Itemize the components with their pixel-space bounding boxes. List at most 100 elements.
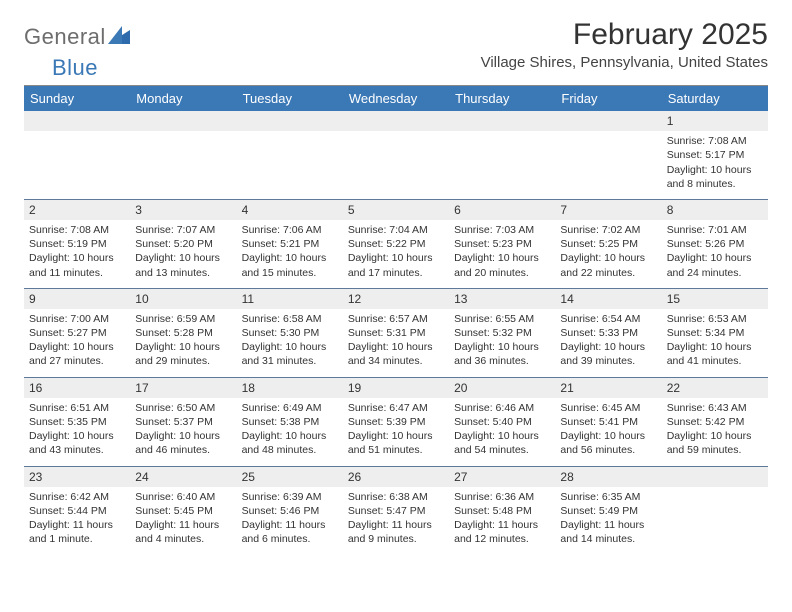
day-info-line: Sunset: 5:41 PM [560,415,656,429]
calendar-day-cell: 23Sunrise: 6:42 AMSunset: 5:44 PMDayligh… [24,466,130,554]
day-info-line: Daylight: 10 hours and 15 minutes. [242,251,338,279]
calendar-day-cell: 6Sunrise: 7:03 AMSunset: 5:23 PMDaylight… [449,199,555,288]
calendar-day-cell [237,111,343,199]
day-info-line: Sunset: 5:38 PM [242,415,338,429]
day-info-line: Sunrise: 6:42 AM [29,490,125,504]
day-number: 16 [24,378,130,398]
calendar-day-cell: 2Sunrise: 7:08 AMSunset: 5:19 PMDaylight… [24,199,130,288]
day-number: 9 [24,289,130,309]
day-info-line: Sunrise: 6:49 AM [242,401,338,415]
calendar-day-cell: 24Sunrise: 6:40 AMSunset: 5:45 PMDayligh… [130,466,236,554]
day-info-line: Sunset: 5:47 PM [348,504,444,518]
logo-mark-icon [108,26,130,49]
day-info-line: Daylight: 10 hours and 11 minutes. [29,251,125,279]
calendar-day-cell: 9Sunrise: 7:00 AMSunset: 5:27 PMDaylight… [24,288,130,377]
day-info-line: Sunset: 5:49 PM [560,504,656,518]
calendar-day-cell: 28Sunrise: 6:35 AMSunset: 5:49 PMDayligh… [555,466,661,554]
day-number: 5 [343,200,449,220]
day-info-line: Daylight: 10 hours and 54 minutes. [454,429,550,457]
day-number: 6 [449,200,555,220]
calendar-day-cell: 19Sunrise: 6:47 AMSunset: 5:39 PMDayligh… [343,377,449,466]
day-info-line: Sunset: 5:28 PM [135,326,231,340]
day-info-line: Sunrise: 6:36 AM [454,490,550,504]
day-number: 22 [662,378,768,398]
weekday-header: Monday [130,86,236,111]
day-info-line: Sunset: 5:35 PM [29,415,125,429]
day-number: 18 [237,378,343,398]
day-info-line: Daylight: 10 hours and 22 minutes. [560,251,656,279]
day-number: 20 [449,378,555,398]
calendar-day-cell: 18Sunrise: 6:49 AMSunset: 5:38 PMDayligh… [237,377,343,466]
calendar-day-cell: 1 Sunrise: 7:08 AMSunset: 5:17 PMDaylight… [662,111,768,199]
day-info-line: Sunrise: 7:08 AM [667,134,763,148]
day-info-line: Daylight: 10 hours and 31 minutes. [242,340,338,368]
day-info-line: Sunrise: 7:04 AM [348,223,444,237]
day-info-line: Sunset: 5:17 PM [667,148,763,162]
day-number: 26 [343,467,449,487]
day-number [130,111,236,131]
day-number: 2 [24,200,130,220]
calendar-day-cell: 26Sunrise: 6:38 AMSunset: 5:47 PMDayligh… [343,466,449,554]
day-info-line: Sunrise: 7:03 AM [454,223,550,237]
day-number: 3 [130,200,236,220]
day-number [24,111,130,131]
day-info-line: Daylight: 10 hours and 13 minutes. [135,251,231,279]
day-info-line: Sunrise: 6:57 AM [348,312,444,326]
day-info-line: Daylight: 11 hours and 14 minutes. [560,518,656,546]
calendar-day-cell: 27Sunrise: 6:36 AMSunset: 5:48 PMDayligh… [449,466,555,554]
day-info-line: Sunrise: 6:39 AM [242,490,338,504]
calendar-day-cell: 17Sunrise: 6:50 AMSunset: 5:37 PMDayligh… [130,377,236,466]
calendar-day-cell: 14Sunrise: 6:54 AMSunset: 5:33 PMDayligh… [555,288,661,377]
day-info-line: Sunset: 5:46 PM [242,504,338,518]
day-info-line: Daylight: 10 hours and 39 minutes. [560,340,656,368]
day-number: 12 [343,289,449,309]
day-info-line: Sunrise: 6:58 AM [242,312,338,326]
weekday-header-row: Sunday Monday Tuesday Wednesday Thursday… [24,86,768,111]
day-info-line: Sunrise: 6:55 AM [454,312,550,326]
month-title: February 2025 [481,18,768,52]
day-info-line: Sunrise: 6:50 AM [135,401,231,415]
day-number: 1 [662,111,768,131]
calendar-day-cell: 7Sunrise: 7:02 AMSunset: 5:25 PMDaylight… [555,199,661,288]
day-info-line: Sunrise: 7:01 AM [667,223,763,237]
day-number: 23 [24,467,130,487]
day-info-line: Daylight: 10 hours and 59 minutes. [667,429,763,457]
day-info-line: Daylight: 11 hours and 6 minutes. [242,518,338,546]
weekday-header: Saturday [662,86,768,111]
calendar-day-cell: 5Sunrise: 7:04 AMSunset: 5:22 PMDaylight… [343,199,449,288]
calendar-page: General February 2025 Village Shires, Pe… [0,0,792,564]
day-info-line: Daylight: 10 hours and 8 minutes. [667,163,763,191]
day-number: 13 [449,289,555,309]
calendar-day-cell: 8Sunrise: 7:01 AMSunset: 5:26 PMDaylight… [662,199,768,288]
day-info-line: Sunrise: 6:54 AM [560,312,656,326]
day-info-line: Sunset: 5:31 PM [348,326,444,340]
day-number: 27 [449,467,555,487]
day-info-line: Sunrise: 6:45 AM [560,401,656,415]
title-block: February 2025 Village Shires, Pennsylvan… [481,18,768,71]
day-info-line: Sunrise: 7:02 AM [560,223,656,237]
calendar-week-row: 9Sunrise: 7:00 AMSunset: 5:27 PMDaylight… [24,288,768,377]
day-number: 25 [237,467,343,487]
calendar-day-cell: 12Sunrise: 6:57 AMSunset: 5:31 PMDayligh… [343,288,449,377]
weekday-header: Thursday [449,86,555,111]
day-info-line: Sunset: 5:34 PM [667,326,763,340]
day-info-line: Sunrise: 6:53 AM [667,312,763,326]
day-info-line: Sunrise: 6:46 AM [454,401,550,415]
day-info-line: Daylight: 11 hours and 4 minutes. [135,518,231,546]
calendar-day-cell [343,111,449,199]
day-number [343,111,449,131]
calendar-day-cell: 15Sunrise: 6:53 AMSunset: 5:34 PMDayligh… [662,288,768,377]
logo-text-blue: Blue [52,55,98,80]
day-info-line: Daylight: 10 hours and 17 minutes. [348,251,444,279]
day-info-line: Daylight: 11 hours and 9 minutes. [348,518,444,546]
day-info-line: Sunset: 5:19 PM [29,237,125,251]
day-info-line: Sunset: 5:42 PM [667,415,763,429]
day-info-line: Daylight: 10 hours and 56 minutes. [560,429,656,457]
day-number: 10 [130,289,236,309]
calendar-day-cell [449,111,555,199]
day-info-line: Sunset: 5:20 PM [135,237,231,251]
calendar-day-cell [662,466,768,554]
day-info-line: Sunrise: 6:47 AM [348,401,444,415]
calendar-day-cell: 11Sunrise: 6:58 AMSunset: 5:30 PMDayligh… [237,288,343,377]
day-number [449,111,555,131]
